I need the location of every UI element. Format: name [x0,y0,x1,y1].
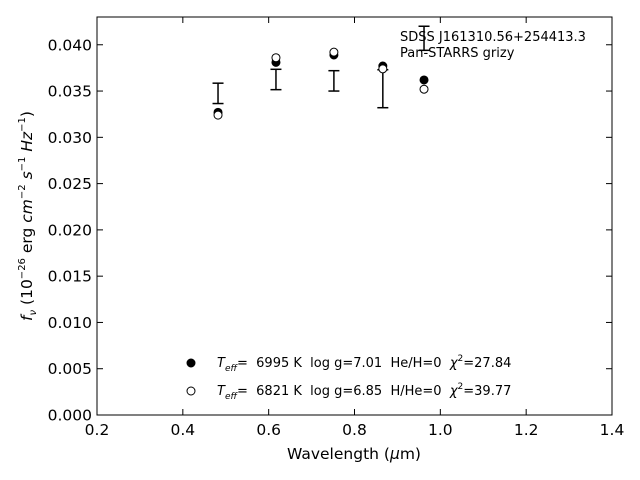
x-tick-label: 1.2 [514,421,539,439]
legend-marker-open [186,386,196,396]
point-open [329,47,339,57]
data-markers [213,47,429,120]
point-open [213,110,223,120]
error-bar [328,69,340,92]
point-open [271,53,281,63]
error-bar [270,68,282,91]
point-open [378,64,388,74]
legend: Teff= 6995 K log g=7.01 He/H=0 χ2=27.84 … [186,354,511,402]
error-bar [418,25,430,52]
point-open [419,84,429,94]
axis-ticks: 0.2 0.4 0.6 0.8 1.0 1.2 1.4 0.000 0.005 0.010 0.01… [48,17,625,439]
y-tick-label: 0.005 [48,360,92,378]
point-filled [419,75,429,85]
y-tick-label: 0.010 [48,314,92,332]
annotation-survey: Pan-STARRS grizy [400,46,515,61]
y-tick-label: 0.015 [48,268,92,286]
y-tick-label: 0.025 [48,175,92,193]
legend-marker-filled [186,358,196,368]
error-bar [212,82,224,105]
annotation-object-name: SDSS J161310.56+254413.3 [400,30,586,45]
y-tick-label: 0.040 [48,36,92,54]
x-tick-label: 1.4 [600,421,625,439]
legend-entry-1: Teff= 6995 K log g=7.01 He/H=0 χ2=27.84 [217,354,511,374]
x-tick-label: 1.0 [428,421,453,439]
x-tick-label: 0.8 [342,421,367,439]
x-axis-label: Wavelength (μm) [287,445,421,463]
y-tick-label: 0.020 [48,221,92,239]
error-bars [212,25,430,109]
error-bar [377,69,389,109]
legend-entry-2: Teff= 6821 K log g=6.85 H/He=0 χ2=39.77 [217,382,511,402]
x-tick-label: 0.4 [171,421,196,439]
x-tick-label: 0.6 [256,421,281,439]
x-tick-label: 0.2 [85,421,110,439]
y-axis-label: fν (10−26 erg cm−2 s−1 Hz−1) [17,111,39,321]
y-tick-label: 0.000 [48,407,92,425]
y-tick-label: 0.030 [48,129,92,147]
y-tick-label: 0.035 [48,83,92,101]
